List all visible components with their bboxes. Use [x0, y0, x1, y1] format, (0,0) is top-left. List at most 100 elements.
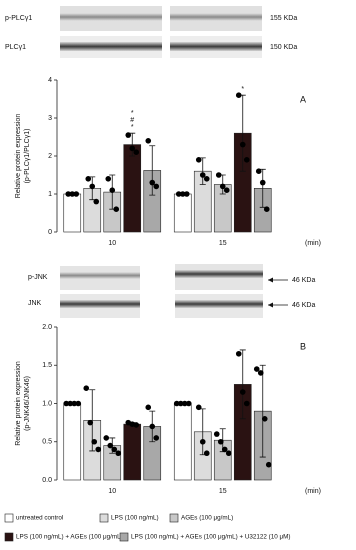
y-tick-label: 0.0 [42, 477, 52, 484]
data-point [109, 187, 116, 193]
data-point [235, 92, 242, 98]
y-tick-label: 3 [48, 115, 52, 122]
bar [123, 144, 142, 233]
data-point [253, 366, 260, 372]
data-point [75, 400, 82, 407]
legend-swatch [4, 532, 14, 542]
bar [63, 193, 82, 233]
y-axis-label: (p-JNK46/JNK46) [24, 376, 31, 431]
bar [173, 403, 192, 481]
y-tick-label: 2.0 [42, 324, 52, 331]
y-tick-label: 1.5 [42, 362, 52, 369]
data-point [133, 149, 140, 155]
x-tick-label: 10 [108, 240, 116, 247]
data-point [173, 400, 180, 407]
data-point [115, 450, 122, 457]
blot-kda: 155 KDa [270, 15, 297, 22]
data-point [199, 172, 206, 178]
bar [123, 423, 142, 481]
legend-label: AGEs (100 μg/mL) [181, 515, 233, 522]
data-point [179, 191, 186, 197]
y-tick-label: 0 [48, 229, 52, 236]
data-point [185, 400, 192, 407]
data-point [153, 435, 160, 441]
error-bar [239, 349, 246, 420]
error-bar [149, 145, 156, 196]
data-point [145, 404, 152, 411]
data-point [217, 438, 224, 445]
data-point [255, 168, 262, 174]
blot-kda: 46 KDa [292, 302, 315, 309]
legend-label: LPS (100 ng/mL) + AGEs (100 μg/mL) + U32… [131, 534, 291, 541]
data-point [149, 423, 156, 430]
data-point [73, 191, 80, 197]
y-tick-label: 0.5 [42, 439, 52, 446]
blot-label: JNK [28, 300, 42, 307]
data-point [215, 172, 222, 178]
data-point [133, 422, 140, 428]
legend-label: untreated control [16, 515, 63, 522]
data-point [199, 438, 206, 445]
bar [173, 193, 192, 233]
legend-swatch [4, 513, 14, 523]
y-tick-label: 4 [48, 77, 52, 84]
data-point [93, 198, 100, 205]
legend-label: LPS (100 ng/mL) [111, 515, 159, 522]
data-point [71, 400, 78, 407]
error-bar [259, 364, 266, 458]
blot-kda: 46 KDa [292, 277, 315, 284]
data-point [89, 183, 96, 190]
y-axis-label: Relative protein expression [15, 361, 22, 446]
legend-swatch [99, 513, 109, 523]
annotation: * [131, 124, 134, 131]
data-point [181, 400, 188, 407]
data-point [259, 179, 266, 186]
y-tick-label: 1 [48, 191, 52, 198]
data-point [263, 206, 270, 212]
data-point [125, 132, 132, 138]
x-tick-label: 10 [108, 488, 116, 495]
data-point [219, 183, 226, 190]
data-point [239, 389, 246, 395]
data-point [225, 450, 232, 457]
legend-swatch [119, 532, 129, 542]
blot-label: p-JNK [28, 274, 48, 281]
x-tick-label: 15 [219, 240, 227, 247]
legend-swatch [169, 513, 179, 523]
data-point [85, 176, 92, 182]
data-point [223, 187, 230, 193]
data-point [83, 385, 90, 392]
data-point [239, 141, 246, 148]
data-point [67, 400, 74, 407]
data-point [243, 400, 250, 407]
data-point [113, 206, 120, 212]
data-point [153, 183, 160, 190]
data-point [87, 419, 94, 426]
data-point [213, 431, 220, 437]
data-point [145, 138, 152, 144]
annotation: # [130, 117, 134, 124]
blot-label: p-PLCγ1 [5, 15, 32, 22]
data-point [221, 446, 228, 453]
legend-label: LPS (100 ng/mL) + AGEs (100 μg/mL) [16, 534, 123, 541]
y-axis-label: Relative protein expression [15, 114, 22, 199]
blot-kda: 150 KDa [270, 44, 297, 51]
data-point [105, 176, 112, 182]
x-tick-label: 15 [219, 488, 227, 495]
data-point [177, 400, 184, 407]
y-axis-label: (p-PLCγ1/PLCγ1) [24, 129, 31, 184]
annotation: * [131, 110, 134, 117]
y-tick-label: 1.0 [42, 400, 52, 407]
x-axis-label: (min) [305, 488, 321, 495]
y-tick-label: 2 [48, 153, 52, 160]
data-point [111, 446, 118, 453]
data-point [95, 446, 102, 453]
data-point [265, 461, 272, 468]
panel-label: B [300, 341, 306, 351]
x-axis-label: (min) [305, 240, 321, 247]
data-point [195, 157, 202, 163]
data-point [183, 191, 190, 197]
data-point [175, 191, 182, 197]
data-point [69, 191, 76, 197]
